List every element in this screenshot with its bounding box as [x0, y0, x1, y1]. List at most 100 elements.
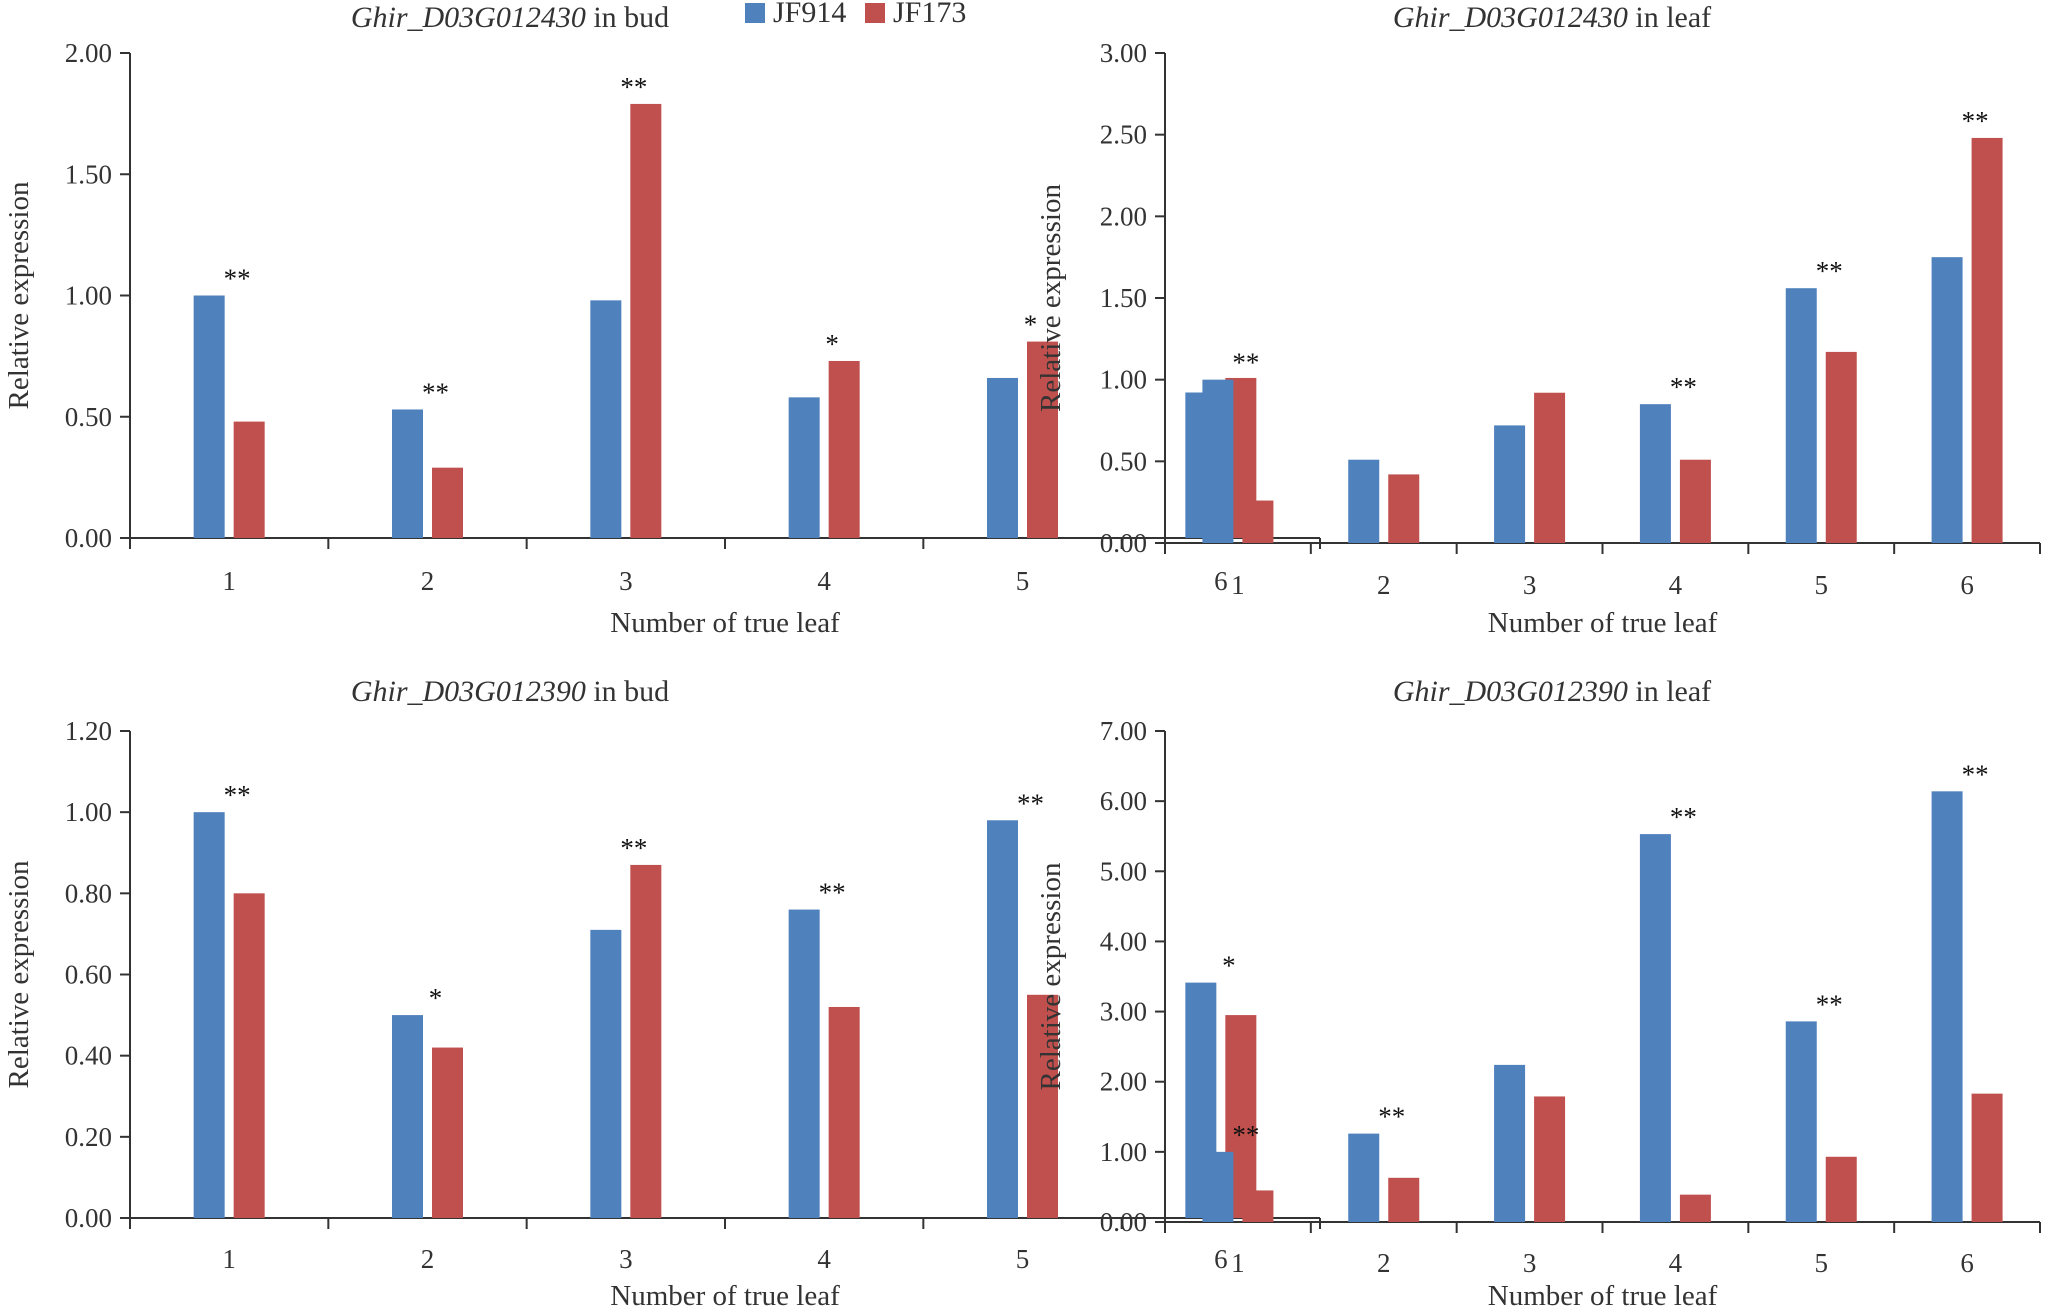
significance-marker: **	[620, 72, 647, 102]
bar-jf914-leaf-3	[1494, 425, 1526, 543]
bar-jf914-leaf-3	[590, 929, 622, 1218]
significance-marker: **	[422, 377, 449, 407]
y-axis-title: Relative expression	[1035, 862, 1067, 1090]
chart-title-suffix: in bud	[586, 675, 669, 708]
x-axis-title: Number of true leaf	[1488, 1280, 1718, 1310]
bar-jf173-leaf-1	[1242, 1190, 1274, 1222]
significance-marker: **	[1670, 372, 1697, 402]
y-tick-label: 3.00	[1100, 38, 1147, 68]
bar-jf173-leaf-3	[1534, 1096, 1566, 1222]
bar-jf173-leaf-2	[1388, 1177, 1420, 1222]
x-tick-label: 1	[222, 1244, 236, 1274]
y-tick-label: 7.00	[1100, 716, 1147, 746]
y-tick-label: 1.20	[65, 716, 112, 746]
x-axis-title: Number of true leaf	[610, 1280, 840, 1310]
x-tick-label: 1	[222, 566, 236, 596]
y-tick-label: 1.00	[1100, 365, 1147, 395]
bar-jf914-leaf-2	[1348, 459, 1380, 543]
legend-label-jf173: JF173	[893, 0, 966, 29]
bar-jf914-leaf-4	[788, 909, 820, 1218]
y-axis-title: Relative expression	[1035, 184, 1067, 412]
bar-jf173-leaf-6	[1971, 137, 2003, 543]
y-tick-label: 2.00	[1100, 201, 1147, 231]
bar-jf173-leaf-5	[1027, 994, 1058, 1218]
y-tick-label: 1.00	[65, 281, 112, 311]
x-tick-label: 2	[1377, 570, 1391, 600]
x-tick-label: 3	[1523, 1248, 1537, 1278]
chart-leaf-d03g012430: Ghir_D03G012430 in leaf 0.00 0.50 1.00 1.50 2…	[1035, 1, 2041, 639]
bar-jf173-leaf-4	[828, 1006, 860, 1218]
x-axis-title: Number of true leaf	[610, 607, 840, 639]
chart-title-suffix: in leaf	[1628, 675, 1711, 708]
significance-marker: **	[1232, 1120, 1259, 1150]
y-tick-label: 2.50	[1100, 120, 1147, 150]
significance-marker: **	[224, 264, 251, 294]
x-tick-label: 1	[1231, 1248, 1245, 1278]
y-tick-label: 6.00	[1100, 786, 1147, 816]
bar-jf914-leaf-5	[1785, 1021, 1817, 1222]
bar-jf173-leaf-1	[233, 893, 265, 1218]
significance-marker: **	[1962, 106, 1989, 136]
y-axis-title: Relative expression	[3, 181, 35, 409]
y-tick-label: 1.50	[1100, 283, 1147, 313]
significance-marker: **	[1017, 788, 1044, 818]
significance-marker: **	[1816, 256, 1843, 286]
bar-jf173-leaf-2	[432, 1047, 463, 1218]
y-tick-label: 0.00	[65, 523, 112, 553]
bar-jf173-leaf-3	[630, 103, 662, 539]
bar-jf914-leaf-1	[1202, 1151, 1234, 1222]
y-tick-label: 0.60	[65, 960, 112, 990]
bar-jf173-leaf-3	[630, 864, 662, 1218]
y-tick-label: 2.00	[65, 38, 112, 68]
chart-title-suffix: in bud	[586, 1, 669, 34]
bar-jf173-leaf-5	[1825, 1156, 1857, 1222]
bar-jf173-leaf-5	[1027, 341, 1058, 538]
y-tick-label: 1.50	[65, 159, 112, 189]
bar-jf914-leaf-5	[987, 820, 1018, 1218]
bar-jf914-leaf-2	[1348, 1133, 1380, 1222]
x-tick-label: 4	[817, 1244, 831, 1274]
significance-marker: **	[620, 833, 647, 863]
chart-bud-d03g012430: Ghir_D03G012430 in bud 0.00 0.50 1.00 1.50 2.…	[3, 1, 1321, 639]
x-tick-label: 2	[421, 1244, 435, 1274]
y-tick-label: 0.50	[65, 402, 112, 432]
significance-marker: **	[1962, 759, 1989, 789]
y-tick-label: 3.00	[1100, 997, 1147, 1027]
x-tick-label: 5	[1815, 1248, 1829, 1278]
y-axis-title: Relative expression	[3, 860, 35, 1088]
significance-marker: *	[429, 983, 443, 1013]
chart-title-gene: Ghir_D03G012390	[1393, 675, 1628, 708]
significance-marker: **	[1378, 1102, 1405, 1132]
x-tick-label: 6	[1214, 1244, 1228, 1274]
chart-title-gene: Ghir_D03G012430	[351, 1, 586, 34]
bar-jf173-leaf-2	[1388, 474, 1420, 543]
bar-jf914-leaf-5	[1785, 288, 1817, 543]
bar-jf914-leaf-1	[193, 812, 225, 1218]
y-tick-label: 0.00	[1100, 1207, 1147, 1237]
x-tick-label: 6	[1214, 566, 1228, 596]
y-tick-label: 0.80	[65, 878, 112, 908]
legend-swatch-jf173	[865, 3, 885, 23]
bar-jf173-leaf-1	[1242, 500, 1274, 543]
significance-marker: **	[224, 780, 251, 810]
bar-jf173-leaf-4	[1679, 459, 1711, 543]
x-tick-label: 4	[1669, 570, 1683, 600]
bar-jf173-leaf-4	[1679, 1194, 1711, 1222]
significance-marker: *	[825, 329, 839, 359]
y-tick-label: 1.00	[65, 797, 112, 827]
significance-marker: **	[1232, 348, 1259, 378]
bar-jf914-leaf-4	[1639, 834, 1671, 1222]
bar-jf173-leaf-2	[432, 467, 463, 538]
legend-label-jf914: JF914	[773, 0, 846, 29]
x-tick-label: 5	[1815, 570, 1829, 600]
bar-jf173-leaf-6	[1971, 1093, 2003, 1222]
significance-marker: **	[1670, 802, 1697, 832]
y-tick-label: 1.00	[1100, 1137, 1147, 1167]
y-tick-label: 0.00	[65, 1203, 112, 1233]
x-tick-label: 6	[1960, 570, 1974, 600]
chart-title: Ghir_D03G012430 in leaf	[1393, 1, 1711, 34]
chart-title: Ghir_D03G012390 in leaf	[1393, 675, 1711, 708]
x-tick-label: 3	[619, 1244, 633, 1274]
y-tick-label: 5.00	[1100, 856, 1147, 886]
